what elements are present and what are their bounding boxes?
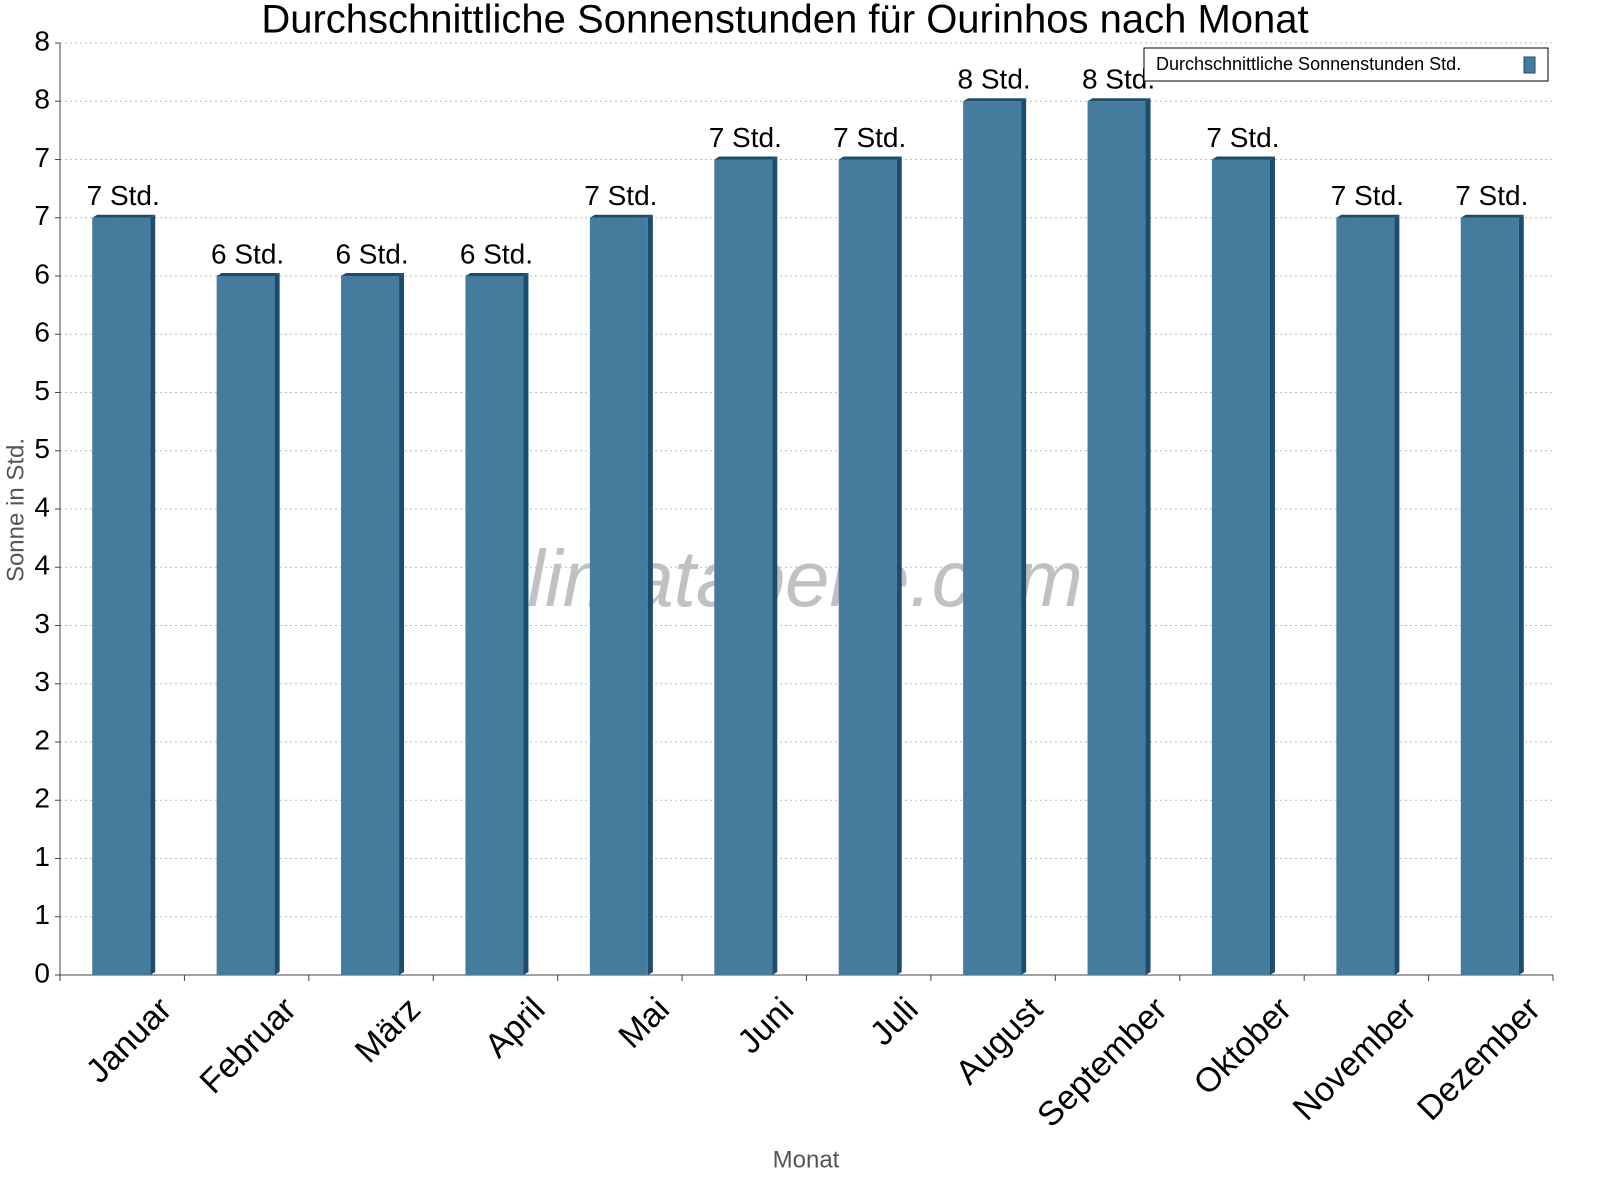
bar-top bbox=[838, 156, 902, 160]
bar bbox=[92, 217, 151, 975]
y-tick-label: 3 bbox=[34, 666, 50, 697]
bar-top bbox=[1211, 156, 1275, 160]
value-label: 8 Std. bbox=[1082, 64, 1155, 95]
bar bbox=[838, 159, 897, 975]
value-label: 7 Std. bbox=[833, 122, 906, 153]
x-tick-label: September bbox=[1030, 990, 1174, 1134]
y-tick-label: 4 bbox=[34, 491, 50, 522]
bar-group bbox=[216, 273, 280, 975]
bar-side bbox=[1145, 98, 1151, 975]
bar-top bbox=[963, 98, 1027, 102]
y-tick-label: 2 bbox=[34, 783, 50, 814]
x-tick-label: August bbox=[948, 990, 1050, 1092]
y-tick-label: 7 bbox=[34, 200, 50, 231]
x-tick-label: Mai bbox=[611, 990, 677, 1056]
y-tick-label: 2 bbox=[34, 724, 50, 755]
y-axis-label: Sonne in Std. bbox=[2, 438, 29, 582]
y-tick-label: 7 bbox=[34, 142, 50, 173]
legend-swatch bbox=[1523, 56, 1536, 74]
x-tick-label: Oktober bbox=[1187, 990, 1299, 1102]
legend: Durchschnittliche Sonnenstunden Std. bbox=[1143, 47, 1549, 82]
bar bbox=[341, 276, 400, 975]
value-label: 7 Std. bbox=[584, 180, 657, 211]
y-tick-label: 5 bbox=[34, 375, 50, 406]
bar-group bbox=[589, 214, 653, 975]
bar-group bbox=[92, 214, 156, 975]
bar-side bbox=[896, 156, 902, 975]
bar-side bbox=[1518, 214, 1524, 975]
bar-top bbox=[341, 273, 405, 276]
bar bbox=[714, 159, 773, 975]
bar bbox=[465, 276, 524, 975]
legend-box bbox=[1143, 47, 1549, 82]
y-tick-label: 8 bbox=[34, 84, 50, 115]
bar-top bbox=[589, 214, 653, 218]
y-tick-label: 6 bbox=[34, 258, 50, 289]
bar-group bbox=[1460, 214, 1524, 975]
y-tick-label: 5 bbox=[34, 433, 50, 464]
x-tick-label: Februar bbox=[193, 990, 304, 1101]
bar bbox=[1211, 159, 1270, 975]
bar-side bbox=[772, 156, 778, 975]
value-label: 6 Std. bbox=[460, 238, 533, 269]
y-tick-label: 4 bbox=[34, 550, 50, 581]
y-tick-label: 0 bbox=[34, 957, 50, 988]
bar bbox=[1460, 217, 1519, 975]
bar-top bbox=[714, 156, 778, 160]
value-label: 6 Std. bbox=[335, 238, 408, 269]
bar-top bbox=[1460, 214, 1524, 218]
x-tick-label: Dezember bbox=[1410, 990, 1548, 1128]
bar bbox=[589, 217, 648, 975]
x-tick-label: Juni bbox=[730, 990, 801, 1061]
y-tick-label: 1 bbox=[34, 841, 50, 872]
bar-side bbox=[1269, 156, 1275, 975]
x-tick-label: Juli bbox=[863, 990, 926, 1053]
value-label: 6 Std. bbox=[211, 238, 284, 269]
bar-group bbox=[963, 98, 1027, 975]
y-tick-label: 6 bbox=[34, 317, 50, 348]
bar-group bbox=[838, 156, 902, 975]
bar-side bbox=[1394, 214, 1400, 975]
value-label: 7 Std. bbox=[1331, 180, 1404, 211]
x-tick-label: Januar bbox=[79, 990, 179, 1090]
value-label: 7 Std. bbox=[87, 180, 160, 211]
bar-side bbox=[1021, 98, 1027, 975]
bar bbox=[1087, 101, 1146, 975]
value-label: 8 Std. bbox=[958, 64, 1031, 95]
bar-side bbox=[523, 273, 529, 975]
bar-side bbox=[647, 214, 653, 975]
bar-group bbox=[1087, 98, 1151, 975]
value-label: 7 Std. bbox=[1455, 180, 1528, 211]
bar-side bbox=[150, 214, 156, 975]
bar-top bbox=[1087, 98, 1151, 102]
bar bbox=[216, 276, 275, 975]
bar-group bbox=[341, 273, 405, 975]
value-label: 7 Std. bbox=[709, 122, 782, 153]
x-tick-label: April bbox=[477, 990, 552, 1065]
bar-top bbox=[1336, 214, 1400, 218]
bar-group bbox=[465, 273, 529, 975]
y-tick-label: 3 bbox=[34, 608, 50, 639]
bar-top bbox=[216, 273, 280, 276]
value-label: 7 Std. bbox=[1206, 122, 1279, 153]
bar-top bbox=[92, 214, 156, 218]
x-tick-label: November bbox=[1286, 990, 1424, 1128]
bar bbox=[963, 101, 1022, 975]
bar-side bbox=[274, 273, 280, 975]
bar-side bbox=[399, 273, 405, 975]
bar-top bbox=[465, 273, 529, 276]
y-tick-label: 1 bbox=[34, 899, 50, 930]
bar bbox=[1336, 217, 1395, 975]
bar-group bbox=[1336, 214, 1400, 975]
bar-group bbox=[1211, 156, 1275, 975]
chart-title: Durchschnittliche Sonnenstunden für Ouri… bbox=[261, 0, 1308, 42]
x-axis-label: Monat bbox=[773, 1146, 840, 1173]
y-tick-label: 8 bbox=[34, 25, 50, 56]
x-tick-label: März bbox=[348, 990, 428, 1070]
legend-label: Durchschnittliche Sonnenstunden Std. bbox=[1156, 54, 1461, 74]
bar-group bbox=[714, 156, 778, 975]
